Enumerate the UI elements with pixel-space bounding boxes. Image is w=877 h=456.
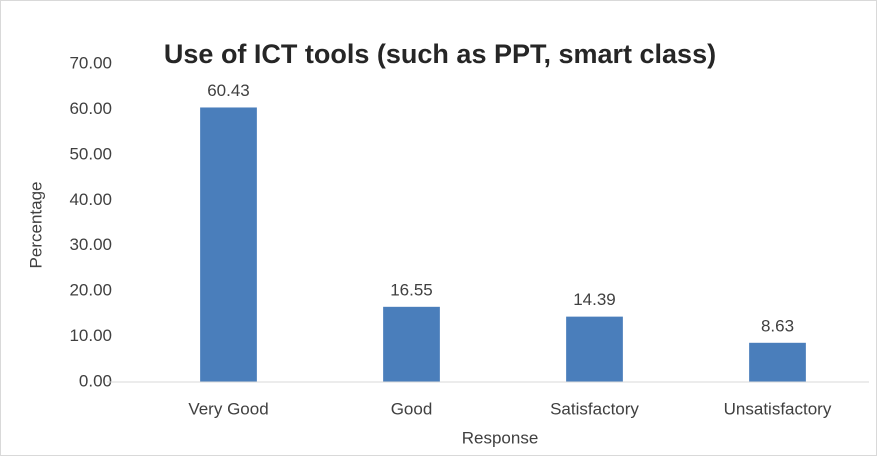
- bar: [200, 107, 257, 382]
- data-label: 60.43: [207, 81, 250, 100]
- x-axis-label: Response: [462, 428, 539, 447]
- data-label: 8.63: [761, 316, 794, 335]
- chart-title: Use of ICT tools (such as PPT, smart cla…: [164, 39, 716, 69]
- x-tick-label: Unsatisfactory: [724, 399, 832, 418]
- bar: [566, 316, 623, 382]
- x-tick-label: Satisfactory: [550, 399, 639, 418]
- x-tick-label: Very Good: [188, 399, 268, 418]
- y-tick-label: 10.00: [69, 326, 112, 345]
- data-label: 14.39: [573, 290, 616, 309]
- bar: [383, 306, 440, 382]
- y-tick-label: 60.00: [69, 99, 112, 118]
- y-tick-label: 70.00: [69, 53, 112, 72]
- y-tick-label: 40.00: [69, 190, 112, 209]
- y-tick-label: 20.00: [69, 281, 112, 300]
- y-tick-label: 30.00: [69, 235, 112, 254]
- y-tick-label: 50.00: [69, 144, 112, 163]
- bar: [749, 342, 806, 382]
- y-tick-label: 0.00: [79, 371, 112, 390]
- y-axis-label: Percentage: [26, 182, 45, 269]
- x-tick-label: Good: [391, 399, 433, 418]
- data-label: 16.55: [390, 280, 433, 299]
